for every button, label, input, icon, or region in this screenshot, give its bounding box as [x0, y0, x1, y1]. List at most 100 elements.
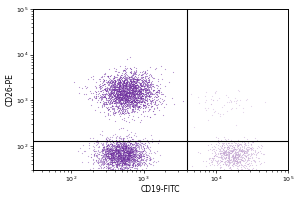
Point: [139, 91, 144, 94]
Point: [105, 150, 110, 153]
Point: [223, 137, 227, 140]
Point: [111, 160, 116, 164]
Point: [129, 152, 134, 155]
Point: [123, 87, 128, 90]
Point: [100, 93, 105, 96]
Point: [108, 158, 112, 161]
Point: [145, 88, 150, 91]
Point: [112, 162, 117, 166]
Point: [222, 150, 227, 153]
Point: [122, 111, 127, 114]
Point: [114, 91, 119, 94]
Point: [119, 145, 124, 148]
Point: [240, 164, 245, 167]
Point: [99, 147, 104, 150]
Point: [123, 98, 128, 101]
Point: [106, 148, 111, 151]
Point: [133, 152, 138, 155]
Point: [237, 155, 242, 158]
Point: [128, 75, 133, 78]
Point: [140, 158, 145, 162]
Point: [147, 98, 152, 101]
Point: [114, 161, 119, 164]
Point: [106, 167, 111, 170]
Point: [105, 74, 110, 77]
Point: [147, 79, 152, 82]
Point: [222, 157, 227, 160]
Point: [99, 165, 103, 169]
Point: [225, 141, 230, 144]
Point: [141, 138, 146, 141]
Point: [134, 85, 139, 88]
Point: [136, 93, 140, 96]
Point: [108, 147, 112, 151]
Point: [229, 164, 234, 167]
Point: [137, 161, 142, 165]
Point: [113, 149, 118, 152]
Point: [115, 147, 120, 150]
Point: [100, 96, 105, 99]
Point: [163, 95, 167, 98]
Point: [146, 83, 151, 86]
Point: [122, 141, 127, 144]
Point: [113, 101, 118, 104]
Point: [132, 140, 137, 144]
Point: [136, 72, 141, 76]
Point: [128, 145, 133, 148]
Point: [221, 152, 226, 155]
Point: [109, 144, 114, 147]
Point: [117, 146, 122, 149]
Point: [131, 161, 136, 164]
Point: [122, 146, 127, 149]
Point: [126, 107, 130, 110]
Point: [119, 154, 124, 157]
Point: [111, 150, 116, 154]
Point: [121, 156, 126, 160]
Point: [114, 165, 119, 168]
Point: [125, 97, 130, 101]
Point: [131, 98, 136, 101]
Point: [122, 161, 127, 164]
Point: [107, 146, 112, 150]
Point: [146, 85, 151, 88]
Point: [116, 155, 121, 158]
Point: [139, 100, 144, 103]
Point: [210, 95, 214, 98]
Point: [234, 161, 239, 165]
Point: [144, 91, 148, 94]
Point: [107, 81, 112, 84]
Point: [101, 104, 106, 107]
Point: [234, 157, 239, 160]
Point: [103, 88, 107, 91]
Point: [230, 150, 235, 153]
Point: [146, 82, 150, 85]
Point: [125, 88, 130, 91]
Point: [109, 154, 114, 158]
Point: [114, 87, 119, 90]
Point: [108, 156, 113, 160]
Point: [112, 145, 117, 148]
Point: [100, 151, 104, 154]
Point: [128, 135, 133, 138]
Point: [120, 87, 125, 90]
Point: [116, 151, 121, 154]
Point: [117, 155, 122, 158]
Point: [100, 149, 105, 152]
Point: [155, 79, 160, 82]
Point: [242, 142, 247, 145]
Point: [116, 150, 120, 153]
Point: [125, 158, 130, 161]
Point: [132, 162, 137, 165]
Point: [106, 170, 111, 173]
Point: [117, 86, 122, 89]
Point: [245, 169, 250, 173]
Point: [120, 158, 124, 161]
Point: [117, 89, 122, 92]
Point: [117, 77, 122, 80]
Point: [121, 160, 125, 164]
Point: [140, 87, 144, 91]
Point: [88, 137, 93, 140]
Point: [137, 89, 142, 92]
Point: [221, 170, 226, 173]
Point: [112, 143, 117, 146]
